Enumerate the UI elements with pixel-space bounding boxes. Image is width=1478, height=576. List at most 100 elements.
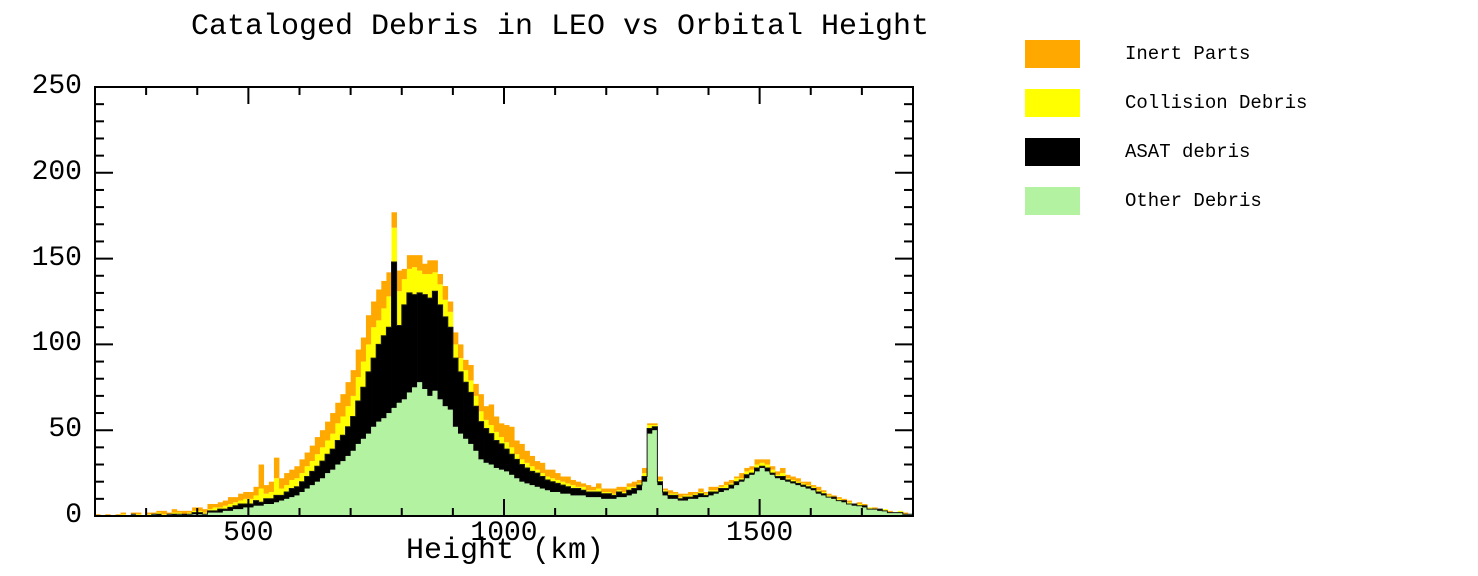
- histogram-bar-segment: [631, 488, 638, 494]
- histogram-bar-segment: [463, 438, 469, 516]
- y-tick-label: 50: [48, 414, 82, 446]
- histogram-bar-segment: [304, 488, 311, 516]
- histogram-bar-segment: [780, 467, 786, 474]
- histogram-bar-segment: [575, 481, 582, 487]
- histogram-bar-segment: [478, 421, 484, 460]
- histogram-bar-segment: [452, 358, 459, 427]
- histogram-bar-segment: [437, 274, 443, 285]
- histogram-bar-segment: [212, 512, 219, 516]
- histogram-bar-segment: [340, 416, 346, 436]
- histogram-bar-segment: [447, 311, 454, 328]
- histogram-bar-segment: [672, 495, 679, 499]
- y-tick-label: 100: [31, 328, 82, 360]
- histogram-bar-segment: [882, 509, 888, 511]
- histogram-bar-segment: [335, 440, 341, 465]
- histogram-bar-segment: [795, 485, 801, 516]
- histogram-bar-segment: [560, 493, 566, 516]
- histogram-bar-segment: [897, 512, 904, 516]
- histogram-bar-segment: [693, 493, 699, 496]
- histogram-bar-segment: [120, 512, 127, 515]
- histogram-bar-segment: [677, 497, 684, 499]
- histogram-bar-segment: [744, 467, 750, 472]
- histogram-bar-segment: [831, 497, 837, 499]
- histogram-bar-segment: [698, 497, 704, 516]
- histogram-bar-segment: [217, 509, 224, 513]
- histogram-bar-segment: [682, 500, 689, 516]
- histogram-bar-segment: [243, 491, 249, 499]
- histogram-bar-segment: [442, 406, 449, 516]
- histogram-bar-segment: [688, 495, 694, 498]
- histogram-bar-segment: [703, 493, 709, 496]
- histogram-bar-segment: [524, 450, 530, 463]
- histogram-bar-segment: [780, 479, 786, 516]
- histogram-bar-segment: [759, 462, 766, 467]
- histogram-bar-segment: [396, 270, 403, 292]
- histogram-bar-segment: [371, 301, 377, 328]
- histogram-bar-segment: [268, 498, 275, 504]
- histogram-bar-segment: [667, 498, 674, 516]
- histogram-bar-segment: [427, 298, 433, 396]
- histogram-bar-segment: [529, 485, 536, 516]
- histogram-bar-segment: [534, 461, 541, 470]
- histogram-bar-segment: [217, 512, 224, 516]
- histogram-bar-segment: [422, 389, 428, 516]
- histogram-bar-segment: [340, 394, 346, 417]
- histogram-bar-segment: [401, 279, 408, 305]
- histogram-bar-segment: [335, 402, 341, 424]
- histogram-bar-segment: [411, 294, 418, 388]
- histogram-bar-segment: [647, 423, 653, 426]
- histogram-bar-segment: [325, 473, 331, 516]
- histogram-bar-segment: [360, 361, 367, 388]
- histogram-bar-segment: [238, 509, 244, 516]
- histogram-bar-segment: [161, 510, 167, 515]
- histogram-bar-segment: [166, 512, 173, 515]
- histogram-bar-segment: [360, 387, 367, 439]
- histogram-bar-segment: [376, 320, 382, 345]
- histogram-bar-segment: [442, 286, 449, 300]
- histogram-bar-segment: [713, 491, 720, 494]
- histogram-bar-segment: [688, 497, 694, 499]
- histogram-bar-segment: [861, 507, 868, 516]
- histogram-bar-segment: [156, 510, 162, 513]
- histogram-bar-segment: [325, 421, 331, 441]
- histogram-bar-segment: [473, 406, 479, 451]
- histogram-bar-segment: [335, 464, 341, 516]
- histogram-bar-segment: [504, 442, 510, 450]
- histogram-bar-segment: [631, 493, 638, 516]
- histogram-bar-segment: [135, 512, 142, 515]
- histogram-bar-segment: [728, 485, 735, 489]
- histogram-bar-segment: [550, 478, 556, 482]
- histogram-bar-segment: [647, 428, 653, 434]
- histogram-bar-segment: [820, 491, 827, 494]
- histogram-bar-segment: [391, 212, 397, 228]
- histogram-bar-segment: [790, 479, 796, 482]
- histogram-bar-segment: [437, 399, 443, 516]
- legend-item: Collision Debris: [1025, 89, 1307, 117]
- histogram-bar-segment: [718, 485, 725, 487]
- histogram-bar-segment: [422, 294, 428, 390]
- histogram-bar-segment: [621, 497, 628, 516]
- histogram-bar-segment: [417, 292, 423, 383]
- histogram-bar-segment: [284, 491, 290, 499]
- histogram-bar-segment: [800, 483, 806, 486]
- histogram-bar-segment: [580, 486, 587, 491]
- histogram-bar-segment: [723, 481, 730, 486]
- histogram-bar-segment: [437, 284, 443, 305]
- histogram-bar-segment: [790, 476, 796, 480]
- histogram-bar-segment: [514, 454, 520, 460]
- histogram-bar-segment: [386, 296, 392, 328]
- histogram-bar-segment: [529, 455, 536, 467]
- histogram-bar-segment: [509, 447, 515, 455]
- histogram-bar-segment: [437, 304, 443, 400]
- histogram-bar-segment: [810, 490, 817, 516]
- histogram-bar-segment: [371, 426, 377, 516]
- histogram-bar-segment: [365, 371, 372, 434]
- histogram-bar-segment: [222, 505, 229, 510]
- histogram-bar-segment: [820, 490, 827, 492]
- histogram-bar-segment: [401, 304, 408, 400]
- histogram-bar-segment: [800, 486, 806, 516]
- histogram-bar-segment: [846, 503, 852, 516]
- histogram-bar-segment: [606, 491, 612, 494]
- histogram-bar-segment: [693, 491, 699, 494]
- histogram-bar-segment: [396, 402, 403, 516]
